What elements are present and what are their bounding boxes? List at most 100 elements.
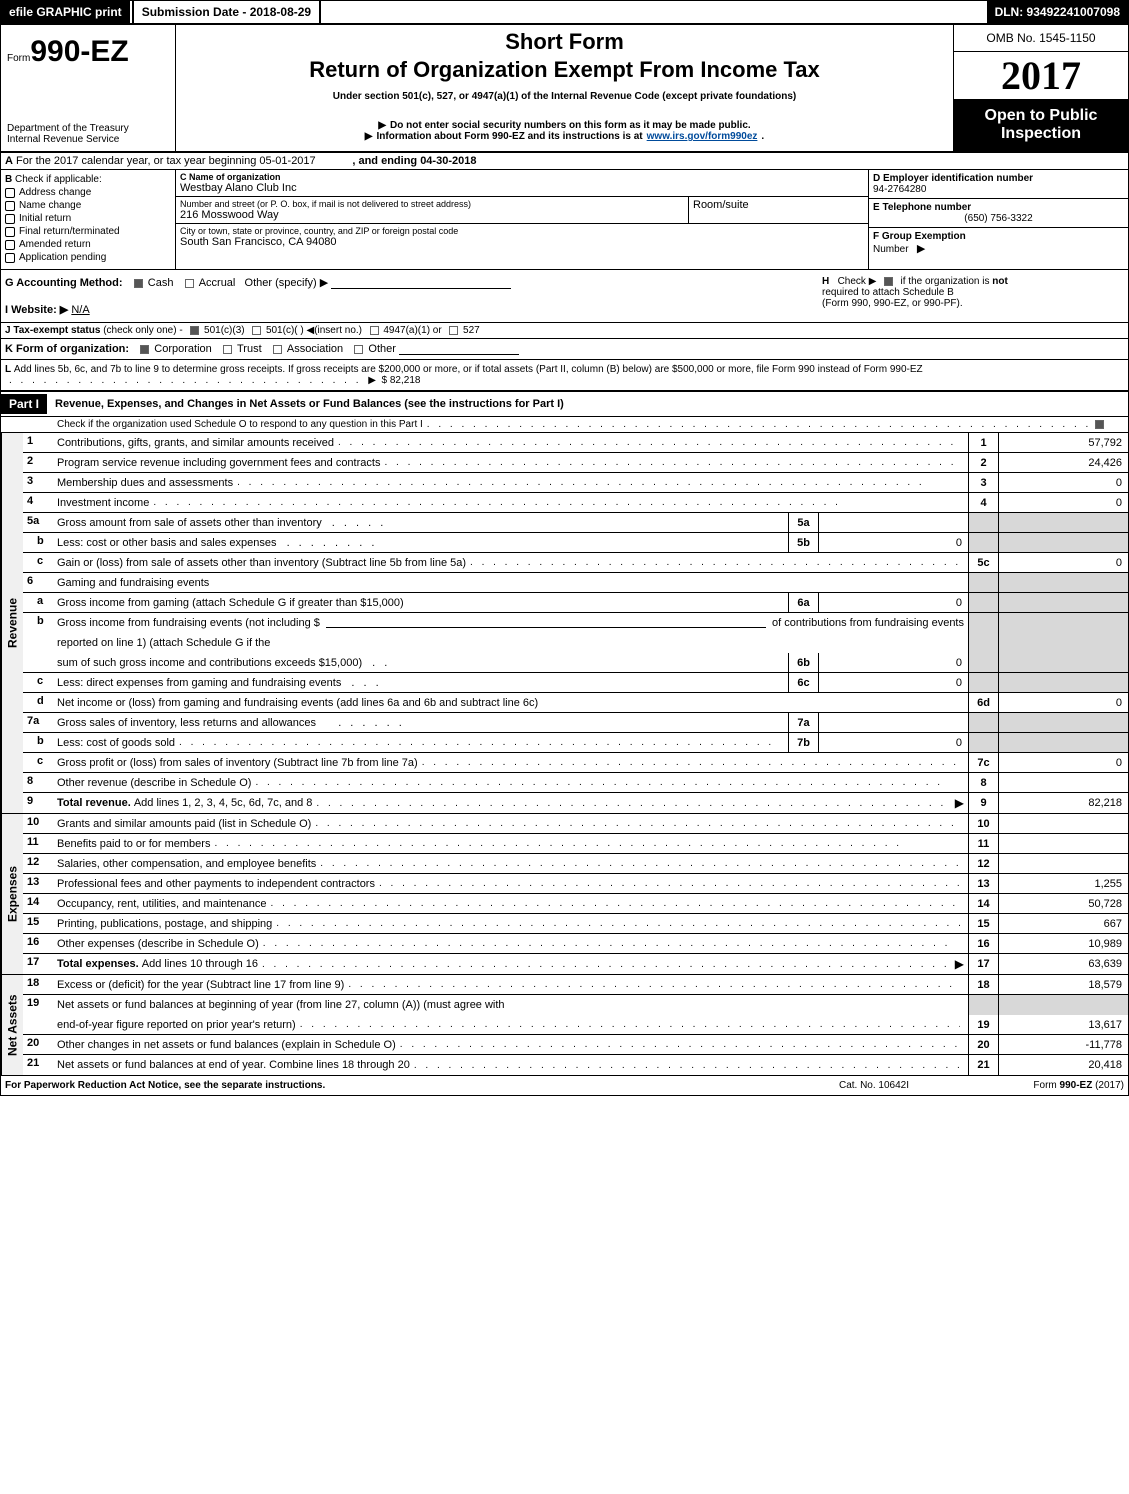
ln-2-num: 2 — [23, 453, 53, 472]
line-14: 14 Occupancy, rent, utilities, and maint… — [23, 894, 1128, 914]
ln-6a-rval — [998, 593, 1128, 612]
checkbox-name-change[interactable] — [5, 201, 15, 211]
checkbox-h[interactable] — [884, 277, 893, 286]
g-cash: Cash — [148, 277, 174, 289]
ln-5c-desc: Gain or (loss) from sale of assets other… — [57, 557, 466, 569]
checkbox-527[interactable] — [449, 326, 458, 335]
checkbox-schedule-o[interactable] — [1095, 420, 1104, 429]
ln-5b-rval — [998, 533, 1128, 552]
ln-6a-mval: 0 — [818, 593, 968, 612]
line-5b: b Less: cost or other basis and sales ex… — [23, 533, 1128, 553]
ln-3-desc: Membership dues and assessments — [57, 477, 233, 489]
ln-16-val: 10,989 — [998, 934, 1128, 953]
ln-6c-mval: 0 — [818, 673, 968, 692]
line-17: 17 Total expenses. Add lines 10 through … — [23, 954, 1128, 974]
header-mid: Short Form Return of Organization Exempt… — [176, 25, 953, 151]
ln-4-num: 4 — [23, 493, 53, 512]
checkbox-accrual[interactable] — [185, 279, 194, 288]
ln-12-desc: Salaries, other compensation, and employ… — [57, 858, 316, 870]
form-word: Form — [7, 53, 30, 64]
footer-right: Form 990-EZ (2017) — [974, 1080, 1124, 1091]
line-6b-2: reported on line 1) (attach Schedule G i… — [23, 633, 1128, 653]
ln-5b-mval: 0 — [818, 533, 968, 552]
checkbox-corporation[interactable] — [140, 345, 149, 354]
ln-19-rnum: 19 — [968, 1015, 998, 1034]
checkbox-other-org[interactable] — [354, 345, 363, 354]
checkbox-501c3[interactable] — [190, 326, 199, 335]
ln-11-num: 11 — [23, 834, 53, 853]
line-12: 12 Salaries, other compensation, and emp… — [23, 854, 1128, 874]
info-pre: Information about Form 990-EZ and its in… — [377, 131, 643, 142]
gh-block: G Accounting Method: Cash Accrual Other … — [1, 270, 1128, 323]
checkbox-association[interactable] — [273, 345, 282, 354]
ln-7c-val: 0 — [998, 753, 1128, 772]
revenue-side-label: Revenue — [1, 433, 23, 813]
arrow-icon: ▶ — [917, 243, 925, 255]
line-11: 11 Benefits paid to or for members 11 — [23, 834, 1128, 854]
dln-number: DLN: 93492241007098 — [987, 1, 1128, 23]
ln-5a-rval — [998, 513, 1128, 532]
checkbox-amended[interactable] — [5, 240, 15, 250]
b-app: Application pending — [19, 252, 106, 263]
ln-6c-num: c — [23, 673, 53, 692]
j-tax-exempt: J Tax-exempt status (check only one) - 5… — [1, 323, 1128, 339]
j-o1: 501(c)(3) — [204, 325, 245, 336]
checkbox-final-return[interactable] — [5, 227, 15, 237]
ln-9-rnum: 9 — [968, 793, 998, 813]
k-other-line[interactable] — [399, 343, 519, 355]
k-corp: Corporation — [154, 343, 211, 355]
ln-6b-rval1 — [998, 613, 1128, 633]
ln-5c-val: 0 — [998, 553, 1128, 572]
ln-17-desc: Add lines 10 through 16 — [142, 958, 258, 970]
line-19-1: 19 Net assets or fund balances at beginn… — [23, 995, 1128, 1015]
k-assoc: Association — [287, 343, 343, 355]
ln-7c-num: c — [23, 753, 53, 772]
ln-3-val: 0 — [998, 473, 1128, 492]
triangle-icon: ▶ — [365, 131, 373, 142]
ln-7b-mnum: 7b — [788, 733, 818, 752]
b-init: Initial return — [19, 213, 71, 224]
ln-19-val: 13,617 — [998, 1015, 1128, 1034]
netassets-side-label: Net Assets — [1, 975, 23, 1075]
ln-12-num: 12 — [23, 854, 53, 873]
do-not-enter-line: ▶ Do not enter social security numbers o… — [186, 120, 943, 131]
open-line1: Open to Public — [958, 107, 1124, 125]
ln-17-num: 17 — [23, 954, 53, 974]
footer-right-post: (2017) — [1092, 1080, 1124, 1091]
ln-7a-num: 7a — [23, 713, 53, 732]
d-label: D Employer identification number — [873, 173, 1033, 184]
i-label: I Website: ▶ — [5, 304, 68, 316]
checkbox-trust[interactable] — [223, 345, 232, 354]
checkbox-4947[interactable] — [370, 326, 379, 335]
ln-6d-desc: Net income or (loss) from gaming and fun… — [57, 697, 538, 709]
ln-15-num: 15 — [23, 914, 53, 933]
footer-mid: Cat. No. 10642I — [774, 1080, 974, 1091]
ln-6b-desc3: sum of such gross income and contributio… — [57, 657, 362, 669]
ln-4-val: 0 — [998, 493, 1128, 512]
ln-6b-blank[interactable] — [326, 618, 766, 628]
b-addr: Address change — [19, 187, 91, 198]
ln-19-desc1: Net assets or fund balances at beginning… — [57, 999, 505, 1011]
ln-2-desc: Program service revenue including govern… — [57, 457, 380, 469]
line-18: 18 Excess or (deficit) for the year (Sub… — [23, 975, 1128, 995]
checkbox-address-change[interactable] — [5, 188, 15, 198]
line-a-period: A For the 2017 calendar year, or tax yea… — [1, 153, 1128, 170]
checkbox-initial-return[interactable] — [5, 214, 15, 224]
other-specify-line[interactable] — [331, 277, 511, 289]
efile-print-button[interactable]: efile GRAPHIC print — [1, 1, 132, 23]
ln-10-desc: Grants and similar amounts paid (list in… — [57, 818, 311, 830]
ln-14-val: 50,728 — [998, 894, 1128, 913]
irs-link[interactable]: www.irs.gov/form990ez — [647, 131, 758, 142]
ln-7a-mnum: 7a — [788, 713, 818, 732]
ln-8-rnum: 8 — [968, 773, 998, 792]
ln-5b-mnum: 5b — [788, 533, 818, 552]
b-final: Final return/terminated — [19, 226, 120, 237]
checkbox-501c[interactable] — [252, 326, 261, 335]
ln-20-num: 20 — [23, 1035, 53, 1054]
l-amount: $ 82,218 — [382, 375, 421, 386]
ln-1-desc: Contributions, gifts, grants, and simila… — [57, 437, 334, 449]
checkbox-application-pending[interactable] — [5, 253, 15, 263]
checkbox-cash[interactable] — [134, 279, 143, 288]
header-left: Form 990-EZ Department of the Treasury I… — [1, 25, 176, 151]
city-state-zip: South San Francisco, CA 94080 — [180, 236, 864, 248]
